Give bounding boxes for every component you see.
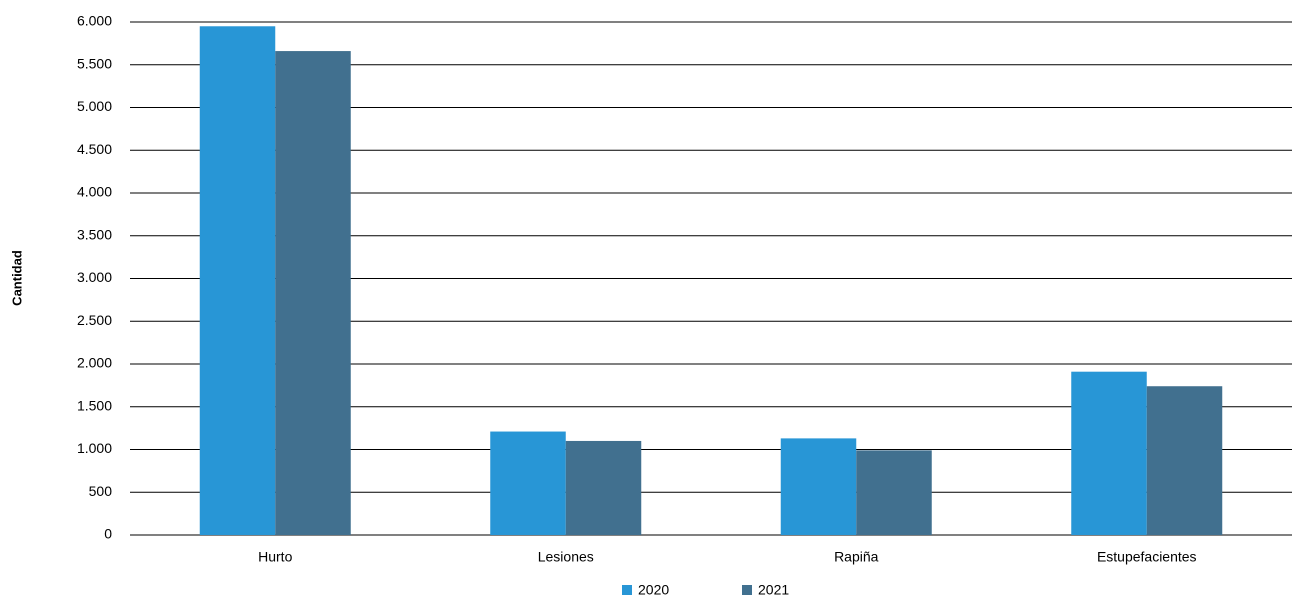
- bar: [565, 440, 642, 535]
- y-tick-label: 0: [104, 526, 112, 542]
- y-tick-label: 2.500: [77, 312, 112, 328]
- legend-swatch: [742, 585, 752, 595]
- bar: [1071, 371, 1147, 535]
- bar: [1146, 386, 1223, 535]
- x-tick-label: Rapiña: [834, 549, 879, 565]
- y-tick-label: 3.500: [77, 226, 112, 242]
- x-tick-label: Hurto: [258, 549, 292, 565]
- x-tick-label: Estupefacientes: [1097, 549, 1197, 565]
- bar: [199, 26, 276, 536]
- bar: [780, 438, 857, 535]
- legend-label: 2020: [638, 582, 669, 598]
- y-tick-label: 4.000: [77, 184, 112, 200]
- legend-swatch: [622, 585, 632, 595]
- bar: [490, 431, 566, 535]
- y-tick-label: 6.000: [77, 13, 112, 29]
- legend-label: 2021: [758, 582, 789, 598]
- y-tick-label: 4.500: [77, 141, 112, 157]
- y-tick-label: 1.500: [77, 397, 112, 413]
- bar: [856, 450, 932, 535]
- y-axis-label: Cantidad: [9, 250, 24, 306]
- y-tick-label: 3.000: [77, 269, 112, 285]
- y-tick-label: 1.000: [77, 440, 112, 456]
- bar: [275, 51, 351, 535]
- x-tick-label: Lesiones: [538, 549, 594, 565]
- y-tick-label: 5.000: [77, 98, 112, 114]
- y-tick-label: 5.500: [77, 55, 112, 71]
- y-tick-label: 2.000: [77, 355, 112, 371]
- y-tick-label: 500: [89, 483, 113, 499]
